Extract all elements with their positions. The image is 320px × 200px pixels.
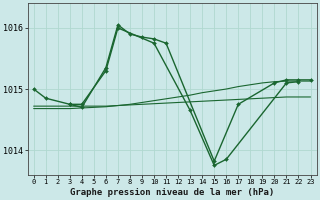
X-axis label: Graphe pression niveau de la mer (hPa): Graphe pression niveau de la mer (hPa) bbox=[70, 188, 274, 197]
